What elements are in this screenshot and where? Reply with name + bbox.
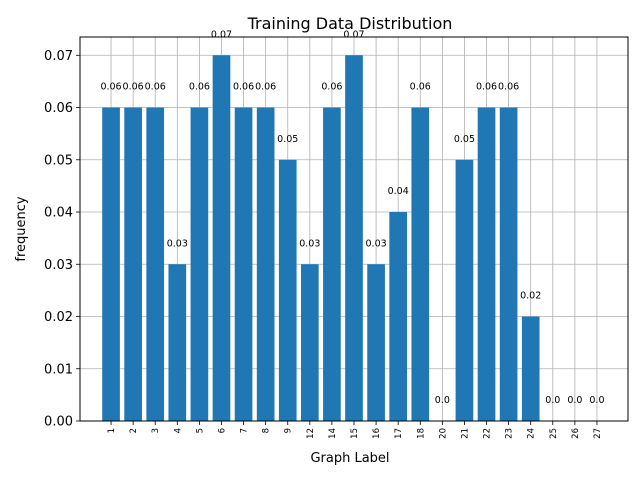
bar <box>499 107 518 421</box>
y-axis-label: frequency <box>14 196 29 262</box>
bar-value-label: 0.04 <box>388 186 409 197</box>
bar <box>234 107 253 421</box>
x-tick-label: 23 <box>505 428 515 439</box>
y-tick-label: 0.03 <box>44 258 73 273</box>
y-tick-label: 0.00 <box>44 415 73 430</box>
y-tick-label: 0.07 <box>44 49 73 64</box>
bar <box>124 107 142 421</box>
bar <box>455 159 474 421</box>
labels-layer: 0.000.010.020.030.040.050.060.0710.0620.… <box>44 29 604 439</box>
y-tick-label: 0.05 <box>44 153 73 168</box>
bar <box>212 55 231 422</box>
x-tick-label: 24 <box>527 428 537 439</box>
bar-value-label: 0.06 <box>189 82 210 93</box>
x-tick-label: 7 <box>240 428 250 433</box>
bar-value-label: 0.0 <box>567 395 582 406</box>
x-tick-label: 15 <box>350 428 360 439</box>
y-tick-label: 0.06 <box>44 101 73 116</box>
bars-layer <box>102 55 540 422</box>
bar <box>278 159 297 421</box>
bar <box>389 212 408 421</box>
bar-value-label: 0.06 <box>498 82 519 93</box>
bar <box>367 264 385 421</box>
x-tick-label: 25 <box>549 428 559 439</box>
x-axis-label: Graph Label <box>310 451 389 466</box>
bar <box>323 107 341 421</box>
bar-value-label: 0.0 <box>545 395 560 406</box>
x-tick-label: 4 <box>173 428 183 433</box>
chart-title: Training Data Distribution <box>247 14 453 33</box>
bar-value-label: 0.0 <box>435 395 450 406</box>
bar-value-label: 0.06 <box>410 82 431 93</box>
bar <box>300 264 319 421</box>
x-tick-label: 18 <box>416 428 426 439</box>
x-tick-label: 22 <box>483 428 493 439</box>
x-tick-label: 20 <box>438 428 448 439</box>
bar-value-label: 0.06 <box>145 82 166 93</box>
bar-value-label: 0.03 <box>167 238 188 249</box>
x-tick-label: 21 <box>460 428 470 439</box>
bar <box>345 55 363 422</box>
x-tick-label: 8 <box>262 428 272 433</box>
bar-value-label: 0.03 <box>366 238 387 249</box>
x-tick-label: 16 <box>372 428 382 439</box>
x-tick-label: 6 <box>217 428 227 433</box>
x-tick-label: 17 <box>394 428 404 439</box>
x-tick-label: 1 <box>107 428 117 433</box>
bar <box>102 107 120 421</box>
y-tick-label: 0.01 <box>44 362 73 377</box>
bar <box>168 264 187 421</box>
bar <box>146 107 165 421</box>
bar-value-label: 0.06 <box>123 82 144 93</box>
x-tick-label: 27 <box>593 428 603 439</box>
bar <box>190 107 209 421</box>
bar-value-label: 0.07 <box>211 29 232 40</box>
bar <box>521 316 540 421</box>
x-tick-label: 12 <box>306 428 316 439</box>
bar <box>477 107 496 421</box>
x-tick-label: 2 <box>129 428 139 433</box>
ticks-layer <box>76 54 598 425</box>
bar <box>256 107 275 421</box>
x-tick-label: 5 <box>195 428 205 433</box>
bar-value-label: 0.06 <box>100 82 121 93</box>
bar-value-label: 0.05 <box>454 134 475 145</box>
bar <box>411 107 430 421</box>
bar-value-label: 0.03 <box>299 238 320 249</box>
x-tick-label: 3 <box>151 428 161 433</box>
y-tick-label: 0.04 <box>44 206 73 221</box>
x-tick-label: 14 <box>328 428 338 439</box>
bar-value-label: 0.06 <box>255 82 276 93</box>
bar-value-label: 0.07 <box>343 29 364 40</box>
x-tick-label: 9 <box>284 428 294 433</box>
bar-value-label: 0.0 <box>589 395 604 406</box>
bar-value-label: 0.06 <box>476 82 497 93</box>
bar-value-label: 0.05 <box>277 134 298 145</box>
bar-value-label: 0.06 <box>233 82 254 93</box>
x-tick-label: 26 <box>571 428 581 439</box>
bar-value-label: 0.02 <box>520 291 541 302</box>
bar-value-label: 0.06 <box>321 82 342 93</box>
y-tick-label: 0.02 <box>44 310 73 325</box>
